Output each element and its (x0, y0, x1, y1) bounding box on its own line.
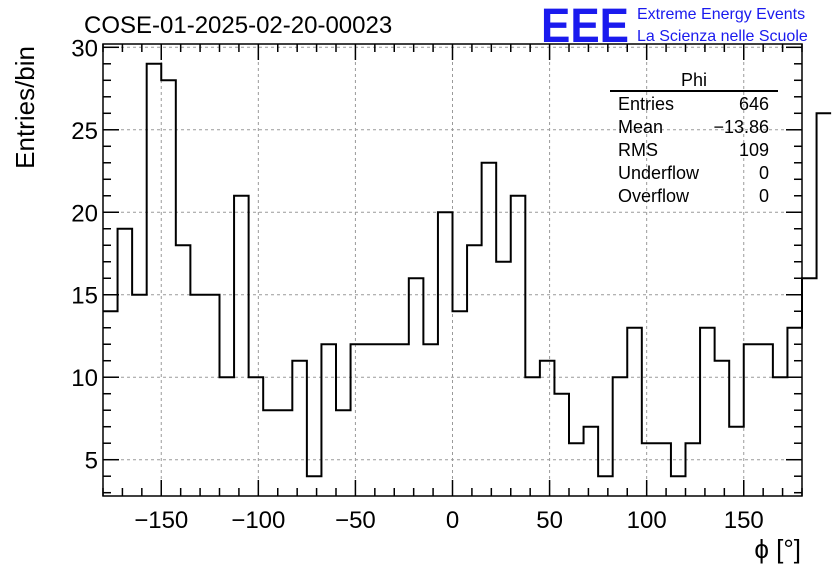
y-tick-label: 10 (71, 365, 98, 392)
x-tick-label: 0 (446, 507, 459, 534)
stats-label-entries: Entries (618, 94, 674, 114)
eee-branding: EEE Extreme Energy Events La Scienza nel… (541, 0, 808, 53)
x-tick-label: 100 (627, 507, 667, 534)
x-tick-label: −100 (231, 507, 285, 534)
branding-line-1: Extreme Energy Events (637, 6, 805, 23)
x-tick-labels: −150 −100 −50 0 50 100 150 (134, 507, 764, 534)
stats-value-underflow: 0 (759, 163, 769, 183)
x-tick-label: 50 (536, 507, 563, 534)
stats-label-mean: Mean (618, 117, 663, 137)
y-tick-label: 25 (71, 118, 98, 145)
x-tick-label: 150 (724, 507, 764, 534)
x-tick-label: −50 (335, 507, 376, 534)
axis-ticks (102, 44, 803, 496)
stats-label-underflow: Underflow (618, 163, 700, 183)
y-tick-label: 5 (85, 448, 98, 475)
branding-line-2: La Scienza nelle Scuole (637, 28, 808, 45)
stats-title: Phi (681, 70, 707, 90)
stats-value-overflow: 0 (759, 186, 769, 206)
stats-label-rms: RMS (618, 140, 658, 160)
y-axis-label: Entries/bin (10, 46, 40, 169)
stats-label-overflow: Overflow (618, 186, 690, 206)
y-tick-labels: 5 10 15 20 25 30 (71, 35, 98, 474)
chart-title: COSE-01-2025-02-20-00023 (84, 12, 392, 39)
stats-value-mean: −13.86 (713, 117, 769, 137)
stats-value-entries: 646 (739, 94, 769, 114)
y-tick-label: 20 (71, 200, 98, 227)
eee-logo: EEE (541, 0, 629, 53)
stats-value-rms: 109 (739, 140, 769, 160)
x-tick-label: −150 (134, 507, 188, 534)
x-axis-label: ϕ [°] (754, 534, 801, 564)
y-tick-label: 30 (71, 35, 98, 62)
y-tick-label: 15 (71, 283, 98, 310)
histogram-line (103, 62, 832, 478)
stats-box: Phi Entries 646 Mean −13.86 RMS 109 Unde… (610, 70, 778, 206)
